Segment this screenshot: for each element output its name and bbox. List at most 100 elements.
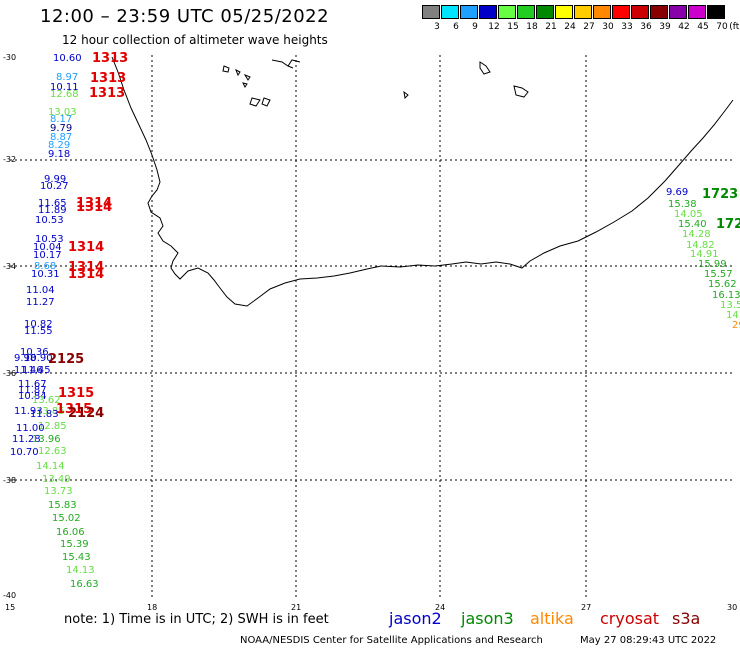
swh-value: 15.02 xyxy=(52,513,81,524)
legend-s3a: s3a xyxy=(672,609,701,628)
swh-value: 13.03 xyxy=(48,107,77,118)
lon-tick-label: 27 xyxy=(581,603,592,612)
swh-value: 9.18 xyxy=(48,149,71,160)
lon-tick-label: 18 xyxy=(147,603,158,612)
lat-tick-label: -36 xyxy=(3,369,17,378)
scale-swatch xyxy=(650,5,668,19)
swh-value: 11.87 xyxy=(18,385,47,396)
scale-swatch xyxy=(441,5,459,19)
swh-value: 13.96 xyxy=(32,434,61,445)
swh-value: 15.62 xyxy=(708,279,737,290)
time-tag: 2125 xyxy=(48,352,85,367)
scale-swatch xyxy=(688,5,706,19)
time-tag: 1314 xyxy=(68,267,105,282)
swh-value: 8.29 xyxy=(48,140,71,151)
swh-value: 10.17 xyxy=(33,250,62,261)
scale-swatch xyxy=(574,5,592,19)
swh-value: 11.04 xyxy=(26,285,55,296)
scale-label: 39 xyxy=(659,22,671,32)
legend-jason3: jason3 xyxy=(461,609,514,628)
swh-value: 12.85 xyxy=(38,421,67,432)
swh-value: 10.36 xyxy=(20,347,49,358)
swh-value: 15.39 xyxy=(60,539,89,550)
swh-value: 10.84 xyxy=(18,391,47,402)
swh-value: 14.14 xyxy=(36,461,65,472)
swh-value: 10.82 xyxy=(24,319,53,330)
swh-value: 12.68 xyxy=(50,89,79,100)
swh-value: 15.57 xyxy=(704,269,733,280)
scale-label: 15 xyxy=(507,22,519,32)
swh-value: 10.27 xyxy=(40,181,69,192)
map-title: 12:00 – 23:59 UTC 05/25/2022 xyxy=(40,6,330,27)
credit-line: NOAA/NESDIS Center for Satellite Applica… xyxy=(240,635,543,646)
swh-value: 14. xyxy=(726,310,740,321)
scale-label: 9 xyxy=(472,22,478,32)
swh-value: 29 xyxy=(732,320,740,331)
time-tag: 1314 xyxy=(68,240,105,255)
time-tag: 1723 xyxy=(702,187,739,202)
swh-value: 11.46 xyxy=(14,365,43,376)
time-tag: 1315 xyxy=(58,386,95,401)
swh-value: 10.04 xyxy=(33,242,62,253)
swh-value: 9.98 xyxy=(14,353,37,364)
lon-tick-label: 15 xyxy=(5,603,16,612)
swh-value: 16.13 xyxy=(712,290,740,301)
swh-value: 8.17 xyxy=(50,114,73,125)
lat-tick-label: -38 xyxy=(3,476,17,485)
gridlines xyxy=(10,55,733,600)
swh-value: 15.43 xyxy=(62,552,91,563)
scale-swatch xyxy=(498,5,516,19)
swh-value: 10.11 xyxy=(50,82,79,93)
scale-label: 18 xyxy=(526,22,538,32)
swh-value: 16.06 xyxy=(56,527,85,538)
swh-value: 9.79 xyxy=(50,123,73,134)
scale-label: 6 xyxy=(453,22,459,32)
time-tag: 172 xyxy=(716,217,740,232)
swh-value: 13.49 xyxy=(42,474,71,485)
scale-label: 70 xyxy=(716,22,728,32)
lon-tick-label: 24 xyxy=(435,603,446,612)
lat-tick-label: -32 xyxy=(3,155,17,164)
scale-swatch xyxy=(479,5,497,19)
swh-value: 15.40 xyxy=(678,219,707,230)
time-tag: 2124 xyxy=(68,406,105,421)
time-tag: 1313 xyxy=(90,71,127,86)
scale-swatch xyxy=(612,5,630,19)
swh-value: 14.28 xyxy=(682,229,711,240)
legend-altika: altika xyxy=(530,609,574,628)
swh-value: 14.82 xyxy=(686,240,715,251)
swh-value: 8.87 xyxy=(50,132,73,143)
lat-tick-label: -34 xyxy=(3,262,17,271)
swh-value: 11.27 xyxy=(26,297,55,308)
scale-label: 3 xyxy=(434,22,440,32)
swh-value: 14.91 xyxy=(690,249,719,260)
time-tag: 1314 xyxy=(76,196,113,211)
scale-swatch xyxy=(707,5,725,19)
swh-value: 11.00 xyxy=(16,423,45,434)
scale-label: 21 xyxy=(545,22,557,32)
scale-swatch xyxy=(593,5,611,19)
time-tag: 1313 xyxy=(92,51,129,66)
swh-value: 12.63 xyxy=(38,446,67,457)
swh-value: 16.63 xyxy=(70,579,99,590)
lat-tick-label: -40 xyxy=(3,591,17,600)
swh-value: 10.90 xyxy=(24,353,53,364)
scale-swatch xyxy=(631,5,649,19)
swh-value: 10.53 xyxy=(35,215,64,226)
scale-swatch xyxy=(555,5,573,19)
swh-value: 15.38 xyxy=(668,199,697,210)
scale-swatch xyxy=(669,5,687,19)
scale-swatch xyxy=(536,5,554,19)
lon-tick-label: 30 xyxy=(727,603,738,612)
scale-label: 33 xyxy=(621,22,633,32)
coastline xyxy=(111,56,734,307)
swh-value: 11.83 xyxy=(30,409,59,420)
swh-value: 9.69 xyxy=(666,187,689,198)
legend-jason2: jason2 xyxy=(389,609,442,628)
swh-value: 11.28 xyxy=(12,434,41,445)
swh-value: 11.45 xyxy=(22,365,51,376)
lat-tick-label: -30 xyxy=(3,53,17,62)
swh-value: 13.73 xyxy=(44,486,73,497)
scale-unit: (ft) xyxy=(729,22,740,32)
